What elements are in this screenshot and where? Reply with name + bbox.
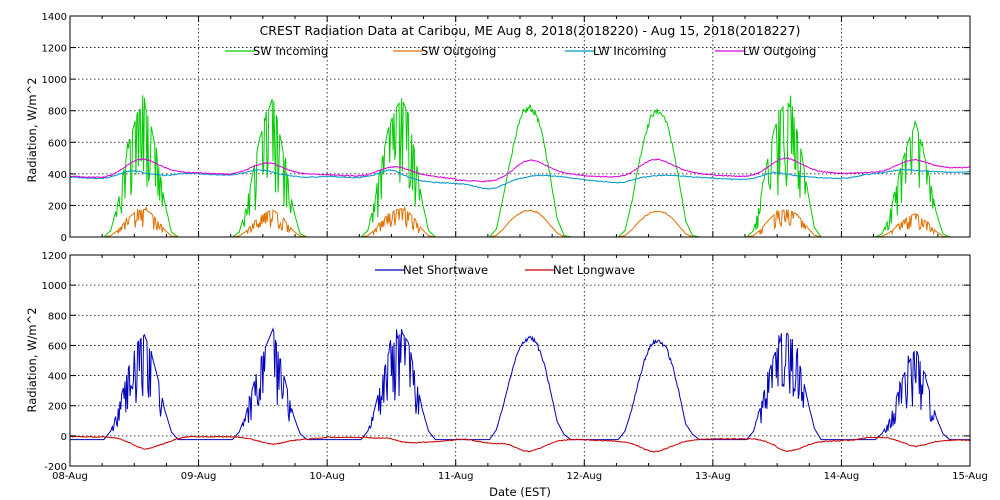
y-tick-label: 600 bbox=[48, 341, 67, 352]
series-line-net-longwave bbox=[69, 435, 971, 453]
y-tick-label: 1200 bbox=[42, 251, 67, 262]
legend-label-net-longwave: Net Longwave bbox=[553, 263, 635, 277]
y-tick-label: 600 bbox=[48, 138, 67, 149]
legend-label-sw-outgoing: SW Outgoing bbox=[421, 44, 496, 58]
top-y-axis-title: Radiation, W/m^2 bbox=[25, 77, 39, 182]
y-tick-label: 1000 bbox=[42, 281, 67, 292]
series-line-lw-outgoing bbox=[69, 157, 971, 183]
legend-label-lw-outgoing: LW Outgoing bbox=[743, 44, 816, 58]
y-tick-label: 1200 bbox=[42, 44, 67, 55]
y-tick-label: 0 bbox=[61, 233, 67, 244]
y-tick-label: 800 bbox=[48, 107, 67, 118]
y-tick-label: 1000 bbox=[42, 75, 67, 86]
x-tick-label: 09-Aug bbox=[181, 471, 217, 482]
y-tick-label: -200 bbox=[44, 462, 67, 473]
x-tick-label: 12-Aug bbox=[566, 471, 602, 482]
y-tick-label: 400 bbox=[48, 372, 67, 383]
x-tick-label: 08-Aug bbox=[52, 471, 88, 482]
x-axis-title: Date (EST) bbox=[489, 485, 551, 499]
x-tick-label: 15-Aug bbox=[952, 471, 988, 482]
legend-label-sw-incoming: SW Incoming bbox=[253, 44, 328, 58]
x-tick-label: 10-Aug bbox=[309, 471, 345, 482]
x-tick-label: 11-Aug bbox=[438, 471, 474, 482]
legend-label-lw-incoming: LW Incoming bbox=[593, 44, 666, 58]
chart-title: CREST Radiation Data at Caribou, ME Aug … bbox=[260, 23, 801, 38]
bottom-y-axis-title: Radiation, W/m^2 bbox=[25, 307, 39, 412]
top-panel: 0 200 400 600 800 1000 1200 1400 SW Incoming SW O… bbox=[42, 12, 971, 244]
y-tick-label: 800 bbox=[48, 311, 67, 322]
bottom-panel: -200 0 200 400 600 800 1000 1200 08-Aug 09-Aug 10-… bbox=[42, 251, 988, 482]
y-tick-label: 200 bbox=[48, 201, 67, 212]
x-tick-label: 14-Aug bbox=[824, 471, 860, 482]
x-tick-label: 13-Aug bbox=[695, 471, 731, 482]
y-tick-label: 400 bbox=[48, 170, 67, 181]
legend-label-net-shortwave: Net Shortwave bbox=[403, 263, 488, 277]
y-tick-label: 1400 bbox=[42, 12, 67, 23]
series-line-lw-incoming bbox=[69, 168, 971, 190]
y-tick-label: 200 bbox=[48, 402, 67, 413]
series-line-net-shortwave bbox=[70, 327, 970, 441]
y-tick-label: 0 bbox=[61, 432, 67, 443]
